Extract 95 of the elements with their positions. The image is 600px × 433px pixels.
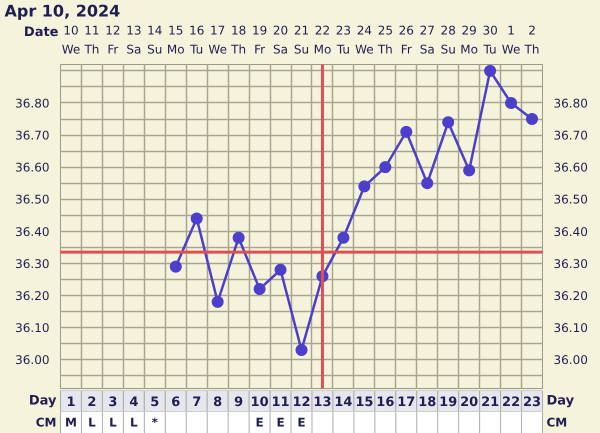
y2-tick-label: 36.20: [554, 288, 588, 303]
x-tick-label: 16 Tu: [189, 24, 204, 57]
text: CM: [36, 416, 56, 430]
y2-tick-label: 36.50: [554, 192, 588, 207]
point: [421, 177, 434, 190]
y2-tick-label: 36.10: [554, 321, 588, 336]
point: [170, 260, 182, 273]
point: [274, 264, 287, 276]
x-tick-label: 13 Sa: [126, 24, 142, 57]
x-tick-label: 28 Su: [440, 24, 456, 57]
x-tick-label: 18 Th: [230, 24, 246, 57]
y-tick-label: 36.50: [15, 192, 50, 207]
x2-tick-label: 1: [66, 395, 76, 410]
y-tick-label: 36.10: [15, 321, 50, 336]
category-label: L: [130, 416, 138, 430]
x-axis-title: Date: [24, 25, 59, 40]
text: Day: [546, 394, 574, 408]
x-tick-label: 14 Su: [147, 24, 162, 57]
x2-tick-label: 17: [397, 395, 416, 410]
x2-tick-label: 6: [171, 395, 180, 410]
x-tick-label: 15 Mo: [166, 24, 185, 57]
y-tick-label: 36.00: [15, 353, 50, 368]
x2-tick-label: 8: [213, 395, 222, 410]
y-tick-label: 36.70: [15, 128, 50, 143]
x2-tick-label: 22: [502, 395, 520, 410]
x-tick-label: 10 We: [62, 24, 80, 57]
x2-tick-label: 15: [355, 395, 374, 410]
x2-tick-label: 10: [250, 395, 269, 410]
x2-tick-label: 19: [439, 395, 458, 410]
x-tick-label: 30 Tu: [482, 24, 498, 57]
x2-tick-label: 3: [108, 395, 118, 410]
x-tick-label: 27 Sa: [420, 24, 435, 57]
y2-tick-label: 36.00: [554, 353, 588, 368]
x2-tick-label: 21: [481, 395, 500, 410]
point: [379, 161, 392, 174]
point: [400, 126, 412, 138]
x-tick-label: 17 We: [208, 24, 227, 57]
x2-tick-label: 14: [334, 395, 352, 410]
point: [232, 232, 245, 244]
y2-tick-label: 36.30: [554, 256, 588, 271]
category-label: E: [276, 416, 285, 430]
x-tick-label: 29 Mo: [460, 24, 478, 57]
x2-tick-label: 18: [418, 395, 436, 410]
x2-axis-title: Day: [28, 394, 58, 408]
point: [190, 212, 203, 224]
x2-tick-label: 20: [460, 395, 478, 410]
point: [212, 296, 224, 308]
y-tick-label: 36.30: [15, 256, 50, 271]
x-tick-label: 24 We: [355, 24, 374, 57]
x2-tick-label: 5: [150, 395, 160, 410]
category-label: L: [109, 416, 118, 430]
point: [505, 97, 518, 109]
point: [526, 113, 538, 126]
category-label: M: [65, 416, 77, 430]
x-tick-label: 21 Su: [294, 24, 310, 57]
y2-tick-label: 36.80: [554, 96, 588, 110]
x-tick-label: 20 Sa: [272, 24, 288, 57]
category-label: E: [297, 416, 306, 430]
x2-tick-label: 23: [522, 395, 542, 410]
x2-tick-label: 2: [87, 395, 96, 410]
category-label: *: [152, 416, 159, 430]
point: [463, 164, 476, 176]
category-label: L: [88, 416, 96, 430]
y-tick-label: 36.40: [15, 224, 50, 239]
x2-tick-label: 7: [192, 395, 202, 410]
x-tick-label: 2 Th: [524, 24, 540, 57]
x-tick-label: 23 Tu: [336, 24, 352, 57]
x-tick-label: 26 Fr: [398, 24, 414, 57]
x2-tick-label: 13: [313, 395, 332, 410]
x2-tick-label: 4: [129, 395, 138, 410]
x-tick-label: 25 Th: [376, 24, 393, 57]
text: CM: [546, 416, 568, 430]
point: [484, 64, 496, 77]
point: [442, 116, 454, 128]
category-label: E: [255, 416, 264, 430]
x-tick-label: 11 Th: [83, 24, 100, 57]
y2-tick-label: 36.60: [554, 160, 588, 175]
x-tick-label: 1 We: [502, 24, 520, 57]
y-tick-label: 36.60: [15, 160, 50, 175]
y2-tick-label: 36.40: [554, 224, 588, 239]
point: [296, 344, 308, 356]
x-tick-label: 19 Fr: [252, 24, 268, 57]
x-tick-label: 22 Mo: [314, 24, 332, 57]
point: [337, 232, 350, 244]
y-tick-label: 36.20: [15, 288, 50, 303]
point: [358, 180, 370, 192]
x2-tick-label: 16: [376, 395, 394, 410]
point: [254, 283, 266, 296]
x-tick-label: 12 Fr: [105, 24, 121, 57]
y2-tick-label: 36.70: [554, 128, 588, 143]
chart-title: Apr 10, 2024: [4, 2, 120, 21]
x2-tick-label: 9: [234, 395, 244, 410]
y-tick-label: 36.80: [15, 96, 50, 110]
x2-tick-label: 12: [292, 395, 311, 410]
x2-tick-label: 11: [272, 395, 290, 410]
